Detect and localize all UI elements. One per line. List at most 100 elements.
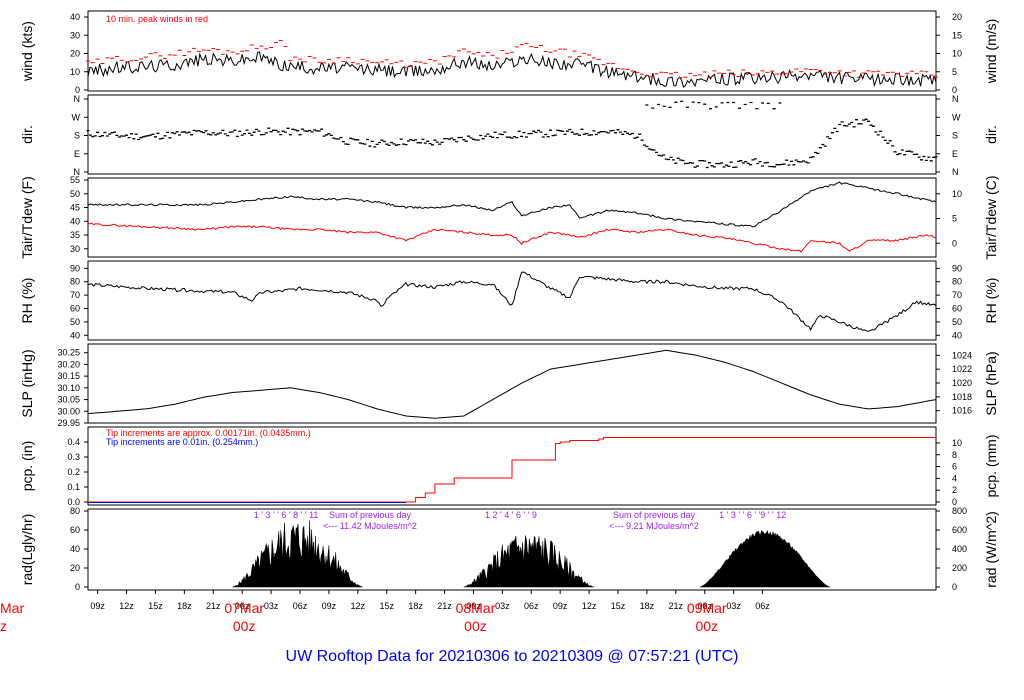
x-tick-label: 12z xyxy=(582,601,597,611)
cut-day-label-date: Mar xyxy=(0,600,24,616)
daily-sum-line2: <--- 9.21 MJoules/m^2 xyxy=(609,521,699,531)
series-line-primary xyxy=(87,51,937,88)
y-tick-label-right: 10 xyxy=(952,189,962,199)
x-tick-label: 15z xyxy=(148,601,163,611)
x-tick-label: 21z xyxy=(206,601,221,611)
y-axis-label-right: dir. xyxy=(983,125,999,144)
y-tick-label-right: N xyxy=(952,94,959,104)
daily-sum-line2: <--- 11.42 MJoules/m^2 xyxy=(323,521,417,531)
day-label-hour: 00z xyxy=(233,618,256,634)
series-direction xyxy=(86,100,938,169)
y-tick-label-right: 6 xyxy=(952,462,957,472)
x-tick-label: 03z xyxy=(264,601,279,611)
y-tick-label-right: 50 xyxy=(952,317,962,327)
y-tick-label-right: 10 xyxy=(952,438,962,448)
daily-sum-line1: Sum of previous day xyxy=(613,510,696,520)
y-tick-label: 0.3 xyxy=(67,452,80,462)
y-tick-label-right: 40 xyxy=(952,330,962,340)
y-tick-label: 30 xyxy=(70,244,80,254)
x-tick-label: 00z xyxy=(466,601,481,611)
y-tick-label: S xyxy=(74,131,80,141)
y-tick-label: 50 xyxy=(70,189,80,199)
y-tick-label-right: 0 xyxy=(952,85,957,95)
footer-title: UW Rooftop Data for 20210306 to 20210309… xyxy=(285,648,739,665)
y-tick-label: 10 xyxy=(70,67,80,77)
y-tick-label: N xyxy=(74,94,81,104)
tip-note: Tip increments are 0.01in. (0.254mm.) xyxy=(106,437,258,447)
y-tick-label: 30.20 xyxy=(57,359,80,369)
x-tick-label: 06z xyxy=(524,601,539,611)
y-tick-label: 30.05 xyxy=(57,395,80,405)
y-tick-label-right: 0 xyxy=(952,582,957,592)
y-tick-label: 60 xyxy=(70,525,80,535)
panel-wind: wind (kts) wind (m/s) 0 10 20 30 40 0 5 10 15 20 10 … xyxy=(19,10,999,95)
y-tick-label: 40 xyxy=(70,216,80,226)
x-tick-label: 12z xyxy=(351,601,366,611)
y-tick-label: E xyxy=(74,149,80,159)
y-tick-label: 70 xyxy=(70,290,80,300)
panel-frame xyxy=(87,343,937,424)
panel-frame xyxy=(87,94,937,175)
x-tick-label: 00z xyxy=(235,601,250,611)
y-axis-label-right: Tair/Tdew (C) xyxy=(983,175,999,259)
y-tick-label-right: 1018 xyxy=(952,392,972,402)
y-tick-label: 0.2 xyxy=(67,467,80,477)
y-tick-label-right: 8 xyxy=(952,450,957,460)
x-tick-label: 09z xyxy=(322,601,337,611)
x-tick-label: 06z xyxy=(293,601,308,611)
y-tick-label-right: 0 xyxy=(952,238,957,248)
y-tick-label-right: 80 xyxy=(952,277,962,287)
y-axis-label-right: rad (W/m^2) xyxy=(983,511,999,588)
y-axis-label: wind (kts) xyxy=(19,21,35,82)
day-label-date: 07Mar xyxy=(224,600,264,616)
y-tick-label: 20 xyxy=(70,563,80,573)
radiation-day-1 xyxy=(232,520,363,588)
y-tick-label: 0.0 xyxy=(67,497,80,507)
y-tick-label: 0 xyxy=(75,582,80,592)
y-tick-label: 29.95 xyxy=(57,418,80,428)
tip-note: Tip increments are approx. 0.00171in. (0… xyxy=(106,428,311,438)
series-line-secondary xyxy=(87,222,936,253)
y-tick-label: 60 xyxy=(70,304,80,314)
y-tick-label: 35 xyxy=(70,230,80,240)
y-axis-label-right: RH (%) xyxy=(983,278,999,324)
x-tick-label: 18z xyxy=(640,601,655,611)
y-tick-label-right: 15 xyxy=(952,30,962,40)
y-tick-label: 30.15 xyxy=(57,371,80,381)
panel-frame xyxy=(87,10,937,92)
panel-frame xyxy=(87,177,937,258)
y-tick-label-right: 10 xyxy=(952,49,962,59)
y-tick-label: 30.10 xyxy=(57,383,80,393)
day-label-date: 09Mar xyxy=(687,600,727,616)
x-tick-label: 12z xyxy=(119,601,134,611)
radiation-day-2 xyxy=(463,535,594,588)
day-label-hour: 00z xyxy=(464,618,487,634)
y-axis-label: dir. xyxy=(19,125,35,144)
series-precip xyxy=(88,437,936,503)
y-tick-label-right: 0 xyxy=(952,497,957,507)
y-tick-label-right: S xyxy=(952,131,958,141)
y-tick-label-right: 2 xyxy=(952,485,957,495)
day-label-date: 08Mar xyxy=(456,600,496,616)
y-tick-label-right: 70 xyxy=(952,290,962,300)
x-tick-label: 18z xyxy=(177,601,192,611)
y-tick-label-right: 1024 xyxy=(952,350,972,360)
y-axis-label-right: wind (m/s) xyxy=(983,19,999,85)
y-tick-label-right: 1022 xyxy=(952,364,972,374)
y-tick-label: N xyxy=(74,167,81,177)
y-tick-label-right: 200 xyxy=(952,563,967,573)
y-tick-label: 40 xyxy=(70,330,80,340)
y-tick-label: W xyxy=(72,112,81,122)
y-tick-label: 45 xyxy=(70,203,80,213)
y-tick-label: 0.4 xyxy=(67,437,80,447)
series-line-primary xyxy=(87,349,937,419)
y-axis-label: rad(Lgly/hr) xyxy=(19,514,35,586)
series-line-primary xyxy=(87,181,937,228)
y-tick-label-right: 4 xyxy=(952,473,957,483)
x-tick-label: 15z xyxy=(611,601,626,611)
y-tick-label: 80 xyxy=(70,277,80,287)
y-tick-label-right: 1020 xyxy=(952,378,972,388)
y-tick-label: 30 xyxy=(70,30,80,40)
